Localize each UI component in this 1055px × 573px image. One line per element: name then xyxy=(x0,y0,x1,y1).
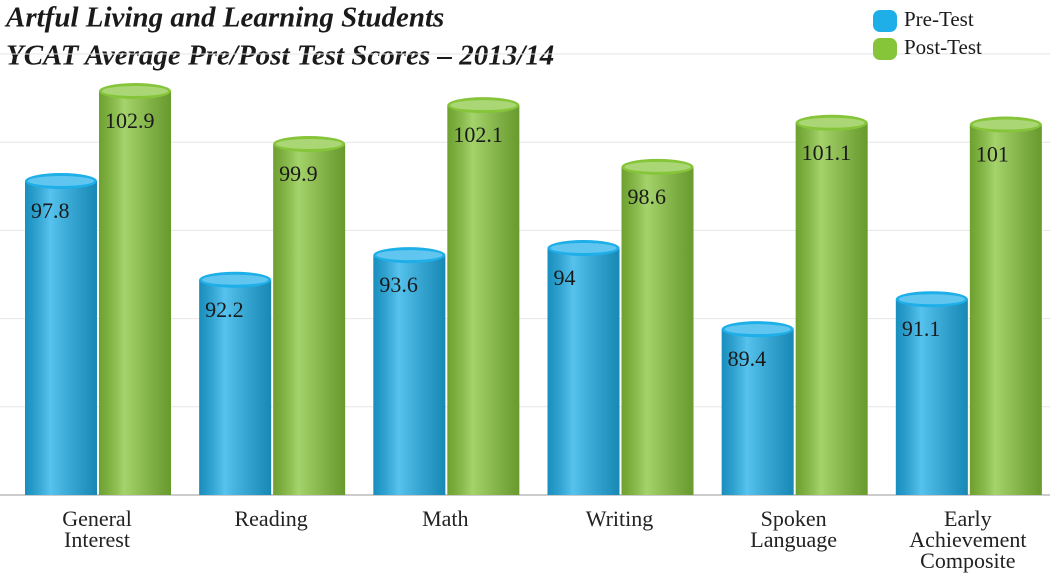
data-label: 89.4 xyxy=(728,346,767,371)
bar-shade xyxy=(969,124,1042,495)
x-tick-label: Math xyxy=(422,506,469,531)
legend-label: Post-Test xyxy=(904,35,982,59)
x-tick-label: Spoken Language xyxy=(750,506,838,552)
bar-cap xyxy=(621,158,694,175)
bar-shade xyxy=(25,181,97,495)
bar-cap xyxy=(447,97,520,114)
x-tick-label: General Interest xyxy=(62,506,132,552)
bar-cap xyxy=(895,291,968,308)
x-tick-label: Early Achievement Composite xyxy=(909,506,1027,573)
x-tick-label: Reading xyxy=(234,506,308,531)
bar-shade xyxy=(447,105,520,495)
bar-cap-shine xyxy=(898,294,965,305)
data-label: 102.1 xyxy=(453,122,503,147)
data-label: 99.9 xyxy=(279,161,318,186)
bar-cap-shine xyxy=(624,161,691,172)
bar-shade xyxy=(373,255,446,495)
bar-cap xyxy=(795,114,868,131)
data-label: 91.1 xyxy=(902,316,941,341)
bar-shade xyxy=(273,143,346,496)
data-label: 101 xyxy=(976,142,1009,167)
data-label: 93.6 xyxy=(379,272,418,297)
bar-cap-shine xyxy=(276,138,343,149)
chart-subtitle: YCAT Average Pre/Post Test Scores – 2013… xyxy=(6,40,554,72)
legend-swatch xyxy=(873,38,897,60)
bar-cap-shine xyxy=(102,86,168,97)
bar-shade xyxy=(547,248,620,495)
bar-cap xyxy=(99,83,171,100)
bar-cap xyxy=(199,271,272,288)
data-label: 94 xyxy=(554,265,576,290)
bar-cap xyxy=(969,116,1042,133)
bar-cap xyxy=(25,173,97,190)
bar-cap xyxy=(547,240,620,257)
bar-shade xyxy=(795,122,868,496)
bar-cap-shine xyxy=(972,119,1039,130)
bar-cap xyxy=(273,135,346,152)
bar-cap-shine xyxy=(202,274,269,285)
bar-shade xyxy=(895,299,968,495)
bar-cap xyxy=(721,321,794,338)
bar-cap-shine xyxy=(724,324,791,335)
bar-shade xyxy=(199,279,272,495)
bar-cap xyxy=(373,247,446,264)
bar-cap-shine xyxy=(450,100,517,111)
bar-cap-shine xyxy=(798,117,865,128)
data-label: 92.2 xyxy=(205,297,244,322)
legend-label: Pre-Test xyxy=(904,7,974,31)
bar-shade xyxy=(721,329,794,495)
x-tick-label: Writing xyxy=(585,506,654,531)
bar-cap-shine xyxy=(28,176,94,187)
bar-shade xyxy=(99,91,171,495)
data-label: 97.8 xyxy=(31,198,70,223)
legend-swatch xyxy=(873,10,897,32)
chart-title: Artful Living and Learning Students xyxy=(4,2,444,34)
data-label: 101.1 xyxy=(802,140,852,165)
data-label: 98.6 xyxy=(628,184,667,209)
data-label: 102.9 xyxy=(105,108,155,133)
bar-cap-shine xyxy=(550,243,617,254)
bar-cap-shine xyxy=(376,250,443,261)
bar-shade xyxy=(621,166,694,495)
